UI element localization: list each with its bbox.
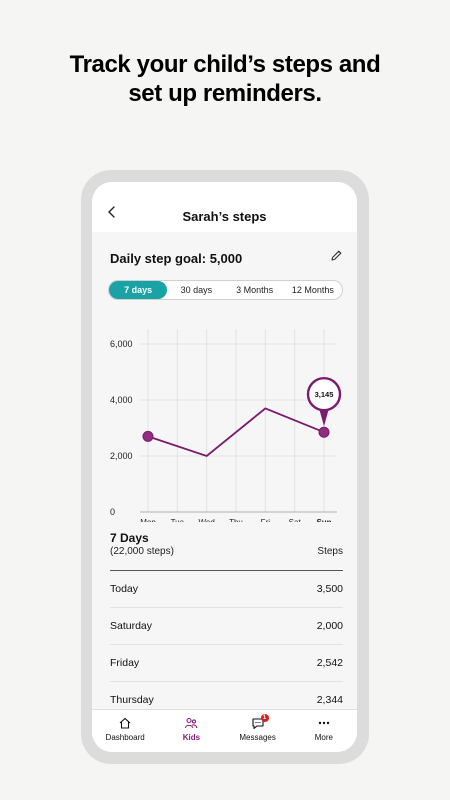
edit-pencil-icon[interactable] — [329, 249, 343, 263]
nav-label: More — [314, 733, 333, 742]
tab-3-months[interactable]: 3 Months — [236, 285, 274, 295]
row-steps: 2,542 — [316, 657, 343, 669]
headline-line-1: Track your child’s steps and — [69, 51, 381, 78]
callout-bubble — [306, 376, 342, 412]
data-point-marker — [318, 426, 330, 438]
row-steps: 3,500 — [316, 583, 343, 595]
row-steps: 2,344 — [316, 694, 343, 706]
list-item[interactable]: Friday 2,542 — [110, 645, 343, 682]
summary-subtitle: (22,000 steps) — [110, 546, 174, 557]
nav-more[interactable]: More — [291, 710, 357, 752]
top-bar: Sarah’s steps — [92, 182, 357, 232]
data-point-marker — [142, 430, 154, 442]
list-item[interactable]: Today 3,500 — [110, 571, 343, 608]
phone-frame: Sarah’s steps Daily step goal: 5,000 7 d… — [81, 170, 369, 764]
x-tick-label: Mon — [140, 518, 156, 522]
app-screen: Sarah’s steps Daily step goal: 5,000 7 d… — [92, 182, 357, 752]
nav-label: Kids — [182, 733, 201, 742]
back-chevron-icon[interactable] — [106, 204, 118, 220]
messages-badge: 1 — [260, 714, 269, 722]
row-day: Saturday — [110, 620, 153, 632]
tab-30-days[interactable]: 30 days — [180, 285, 213, 295]
headline-line-2: set up reminders. — [128, 80, 322, 107]
more-icon — [318, 721, 330, 725]
row-day: Today — [110, 583, 139, 595]
page-title: Sarah’s steps — [182, 209, 267, 224]
range-tabs: 7 days 30 days 3 Months 12 Months — [108, 280, 343, 300]
row-day: Thursday — [110, 694, 154, 706]
nav-dashboard[interactable]: Dashboard — [92, 710, 158, 752]
x-tick-label: Tue — [171, 518, 185, 522]
y-tick-label: 4,000 — [110, 395, 133, 405]
nav-messages[interactable]: 1 Messages — [225, 710, 291, 752]
series-line — [147, 407, 325, 458]
x-tick-label: Wed — [199, 518, 215, 522]
y-tick-label: 0 — [110, 507, 115, 517]
row-day: Friday — [110, 657, 140, 669]
steps-chart: 0 2,000 4,000 6,000 Mon Tue Wed Thu Fri Sat Sun 3,1… — [110, 329, 342, 522]
bottom-nav: Dashboard Kids 1 Messages More — [92, 709, 357, 752]
callout-value: 3,145 — [315, 390, 334, 399]
summary-title: 7 Days — [110, 531, 149, 545]
nav-label: Dashboard — [105, 733, 145, 742]
promo-headline: Track your child’s steps and set up remi… — [0, 50, 450, 108]
home-icon — [119, 717, 131, 729]
y-tick-label: 2,000 — [110, 451, 133, 461]
steps-column-header: Steps — [317, 546, 343, 557]
x-tick-label: Thu — [229, 518, 243, 522]
tab-12-months[interactable]: 12 Months — [291, 285, 334, 295]
x-tick-label: Fri — [261, 518, 271, 522]
nav-label: Messages — [239, 733, 276, 742]
goal-section — [92, 232, 357, 712]
tab-7-days[interactable]: 7 days — [109, 281, 168, 299]
callout-pointer — [319, 408, 329, 427]
x-tick-label: Sat — [289, 518, 302, 522]
nav-kids[interactable]: Kids — [158, 710, 224, 752]
y-tick-label: 6,000 — [110, 339, 133, 349]
steps-list: Today 3,500 Saturday 2,000 Friday 2,542 … — [110, 570, 343, 719]
x-tick-label: Sun — [316, 518, 331, 522]
list-item[interactable]: Saturday 2,000 — [110, 608, 343, 645]
row-steps: 2,000 — [316, 620, 343, 632]
kids-icon — [185, 717, 198, 729]
daily-goal-label: Daily step goal: 5,000 — [110, 251, 243, 266]
